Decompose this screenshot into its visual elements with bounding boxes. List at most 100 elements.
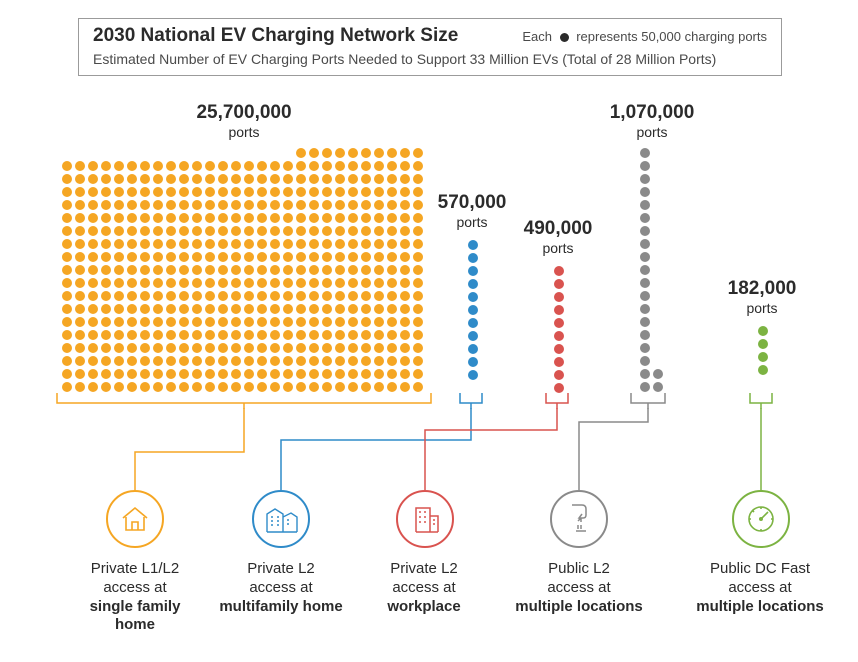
data-dot <box>153 343 163 353</box>
data-dot <box>231 304 241 314</box>
data-dot <box>400 226 410 236</box>
data-dot <box>192 330 202 340</box>
bracket-work <box>545 392 569 408</box>
count-public-l2: 1,070,000 ports <box>602 102 702 140</box>
data-dot <box>192 317 202 327</box>
data-dot <box>554 292 564 302</box>
label-dcfc: Public DC Fast access at multiple locati… <box>690 560 830 616</box>
data-dot <box>218 291 228 301</box>
data-dot <box>309 148 319 158</box>
data-dot <box>153 187 163 197</box>
data-dot <box>361 200 371 210</box>
data-dot <box>231 200 241 210</box>
data-dot <box>335 161 345 171</box>
data-dot <box>270 304 280 314</box>
data-dot <box>322 213 332 223</box>
data-dot <box>413 330 423 340</box>
data-dot <box>361 148 371 158</box>
data-dot <box>166 382 176 392</box>
data-dot <box>62 161 72 171</box>
data-dot <box>387 148 397 158</box>
data-dot <box>374 161 384 171</box>
data-dot <box>101 369 111 379</box>
data-dot <box>413 226 423 236</box>
data-dot <box>468 240 478 250</box>
data-dot <box>361 356 371 366</box>
data-dot <box>640 213 650 223</box>
data-dot <box>205 252 215 262</box>
data-dot <box>244 317 254 327</box>
data-dot <box>335 148 345 158</box>
data-dot <box>218 356 228 366</box>
data-dot <box>153 226 163 236</box>
data-dot <box>387 343 397 353</box>
data-dot <box>374 278 384 288</box>
data-dot <box>231 265 241 275</box>
data-dot <box>335 252 345 262</box>
data-dot <box>101 356 111 366</box>
data-dot <box>374 213 384 223</box>
data-dot <box>166 343 176 353</box>
data-dot <box>640 356 650 366</box>
data-dot <box>62 356 72 366</box>
data-dot <box>114 213 124 223</box>
data-dot <box>101 187 111 197</box>
data-dot <box>257 278 267 288</box>
data-dot <box>218 174 228 184</box>
data-dot <box>205 239 215 249</box>
data-dot <box>88 343 98 353</box>
data-dot <box>244 291 254 301</box>
data-dot <box>140 213 150 223</box>
data-dot <box>205 317 215 327</box>
data-dot <box>361 382 371 392</box>
data-dot <box>231 343 241 353</box>
data-dot <box>127 304 137 314</box>
data-dot <box>554 266 564 276</box>
data-dot <box>114 369 124 379</box>
data-dot <box>270 382 280 392</box>
data-dot <box>322 330 332 340</box>
data-dot <box>400 330 410 340</box>
data-dot <box>400 343 410 353</box>
data-dot <box>468 318 478 328</box>
data-dot <box>101 239 111 249</box>
data-dot <box>205 226 215 236</box>
office-icon <box>396 490 454 548</box>
data-dot <box>758 339 768 349</box>
data-dot <box>554 370 564 380</box>
data-dot <box>653 369 663 379</box>
data-dot <box>231 187 241 197</box>
data-dot <box>554 383 564 393</box>
data-dot <box>127 382 137 392</box>
data-dot <box>205 330 215 340</box>
data-dot <box>640 317 650 327</box>
data-dot <box>244 369 254 379</box>
data-dot <box>468 370 478 380</box>
data-dot <box>387 252 397 262</box>
data-dot <box>88 382 98 392</box>
data-dot <box>348 252 358 262</box>
data-dot <box>387 317 397 327</box>
data-dot <box>413 200 423 210</box>
data-dot <box>231 161 241 171</box>
data-dot <box>218 330 228 340</box>
data-dot <box>101 265 111 275</box>
data-dot <box>62 343 72 353</box>
data-dot <box>640 148 650 158</box>
data-dot <box>231 330 241 340</box>
data-dot <box>140 291 150 301</box>
data-dot <box>179 226 189 236</box>
data-dot <box>374 239 384 249</box>
data-dot <box>88 252 98 262</box>
data-dot <box>88 369 98 379</box>
data-dot <box>218 213 228 223</box>
data-dot <box>192 252 202 262</box>
data-dot <box>114 239 124 249</box>
data-dot <box>62 252 72 262</box>
data-dot <box>75 239 85 249</box>
data-dot <box>309 278 319 288</box>
data-dot <box>179 356 189 366</box>
data-dot <box>192 174 202 184</box>
data-dot <box>179 304 189 314</box>
data-dot <box>400 369 410 379</box>
